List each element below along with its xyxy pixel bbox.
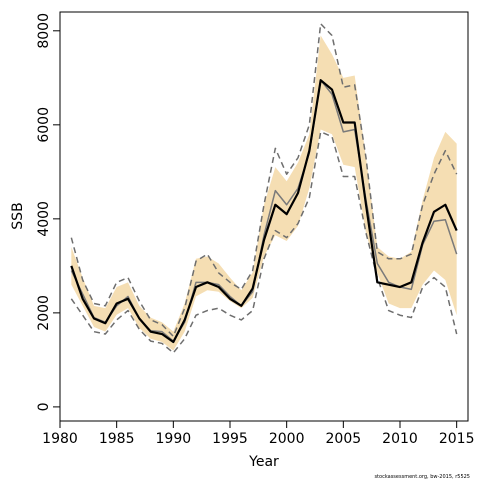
y-axis-title: SSB (10, 202, 26, 229)
footnote: stockassessment.org, bw-2015, r5525 (374, 474, 470, 480)
x-tick-label: 1980 (42, 431, 78, 447)
series-line-dashed-2 (70, 131, 458, 354)
x-tick-label: 2005 (326, 431, 362, 447)
x-tick-label: 1985 (99, 431, 135, 447)
x-tick-label: 1990 (156, 431, 192, 447)
y-tick-label: 4000 (36, 201, 52, 237)
confidence-band-layer (71, 35, 457, 351)
x-tick-label: 2010 (382, 431, 418, 447)
y-tick-label: 2000 (36, 295, 52, 331)
y-tick-label: 0 (36, 402, 52, 411)
y-tick-label: 6000 (36, 107, 52, 143)
x-axis-title: Year (248, 454, 279, 470)
y-axis: 0 2000 4000 6000 8000 (36, 13, 60, 411)
x-tick-label: 1995 (212, 431, 248, 447)
series-line-solid-thick-4 (70, 79, 458, 344)
x-axis: 1980 1985 1990 1995 2000 2005 2010 2015 (42, 421, 474, 447)
x-tick-label: 2015 (439, 431, 475, 447)
x-tick-label: 2000 (269, 431, 305, 447)
plot-frame (59, 11, 469, 422)
series-line-layer (70, 23, 458, 354)
y-tick-label: 8000 (36, 13, 52, 49)
confidence-band (71, 35, 457, 351)
